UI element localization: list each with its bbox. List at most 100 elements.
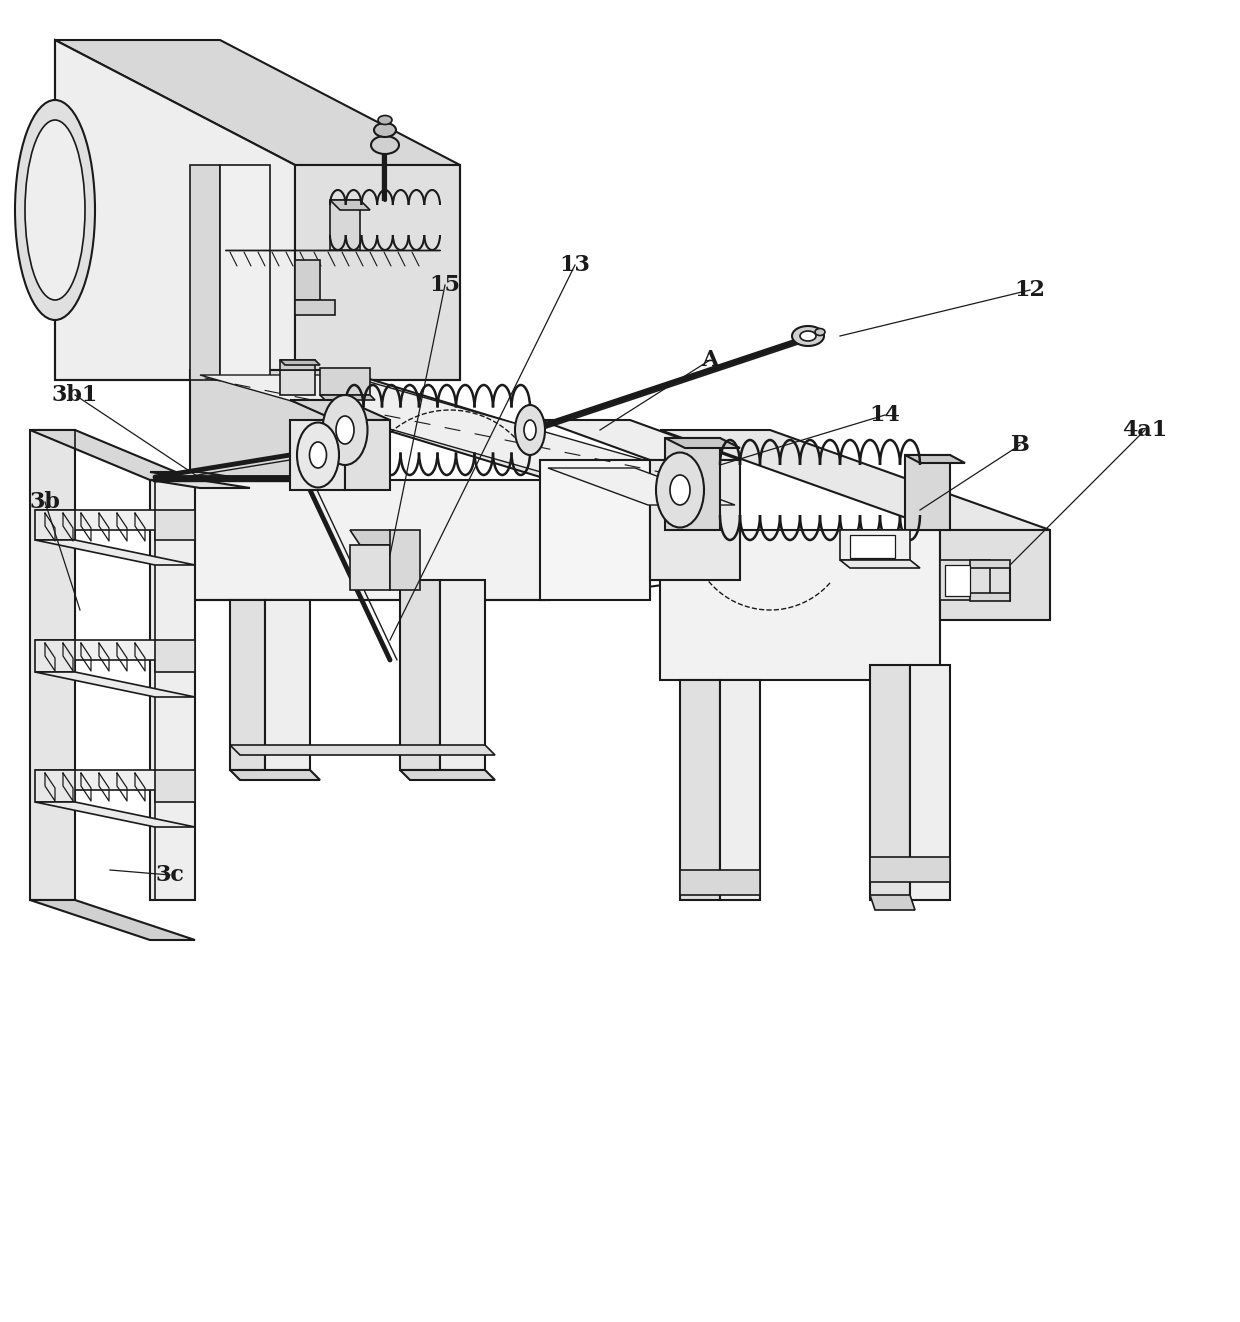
Polygon shape — [55, 40, 460, 165]
Polygon shape — [295, 260, 320, 300]
Polygon shape — [330, 200, 370, 210]
Text: A: A — [702, 349, 719, 371]
Polygon shape — [905, 455, 950, 530]
Polygon shape — [229, 746, 495, 755]
Polygon shape — [401, 769, 495, 780]
Polygon shape — [295, 300, 335, 315]
Polygon shape — [155, 769, 195, 802]
Polygon shape — [870, 895, 915, 910]
Polygon shape — [330, 200, 360, 250]
Polygon shape — [660, 430, 1050, 530]
Ellipse shape — [656, 452, 704, 527]
Text: 3b1: 3b1 — [52, 383, 98, 406]
Polygon shape — [219, 165, 270, 379]
Text: 4a1: 4a1 — [1122, 419, 1168, 442]
Polygon shape — [30, 430, 74, 900]
Polygon shape — [680, 870, 760, 895]
Ellipse shape — [800, 330, 816, 341]
Polygon shape — [650, 460, 740, 580]
Polygon shape — [35, 640, 74, 672]
Polygon shape — [35, 510, 195, 530]
Ellipse shape — [525, 420, 536, 440]
Polygon shape — [35, 802, 195, 828]
Polygon shape — [839, 530, 910, 561]
Ellipse shape — [298, 423, 339, 488]
Polygon shape — [155, 640, 195, 672]
Polygon shape — [295, 165, 460, 379]
Polygon shape — [35, 539, 195, 564]
Polygon shape — [150, 480, 250, 488]
Ellipse shape — [15, 100, 95, 320]
Polygon shape — [280, 370, 315, 395]
Polygon shape — [290, 401, 391, 420]
Polygon shape — [870, 665, 910, 900]
Polygon shape — [945, 564, 970, 596]
Polygon shape — [660, 530, 940, 680]
Ellipse shape — [374, 123, 396, 137]
Polygon shape — [320, 368, 370, 395]
Polygon shape — [905, 455, 965, 463]
Text: B: B — [1011, 434, 1029, 456]
Polygon shape — [870, 857, 950, 882]
Ellipse shape — [515, 405, 546, 455]
Text: 15: 15 — [429, 274, 460, 296]
Text: 14: 14 — [869, 405, 900, 426]
Polygon shape — [391, 530, 420, 590]
Polygon shape — [720, 680, 760, 900]
Ellipse shape — [25, 120, 86, 300]
Ellipse shape — [792, 327, 825, 346]
Polygon shape — [665, 438, 740, 448]
Polygon shape — [350, 530, 401, 545]
Text: 12: 12 — [1014, 279, 1045, 301]
Polygon shape — [970, 594, 1011, 602]
Polygon shape — [150, 480, 195, 900]
Polygon shape — [551, 480, 701, 580]
Polygon shape — [35, 672, 195, 697]
Polygon shape — [190, 165, 219, 379]
Polygon shape — [345, 420, 391, 490]
Text: 13: 13 — [559, 254, 590, 276]
Text: 3c: 3c — [155, 865, 185, 886]
Polygon shape — [320, 395, 374, 401]
Polygon shape — [229, 600, 265, 769]
Polygon shape — [155, 510, 195, 539]
Polygon shape — [910, 665, 950, 900]
Polygon shape — [35, 510, 74, 539]
Polygon shape — [280, 360, 320, 365]
Polygon shape — [200, 375, 701, 476]
Text: 3b: 3b — [30, 490, 61, 513]
Polygon shape — [190, 480, 551, 600]
Polygon shape — [280, 360, 315, 370]
Ellipse shape — [336, 416, 353, 444]
Polygon shape — [548, 468, 735, 505]
Ellipse shape — [378, 115, 392, 124]
Polygon shape — [30, 430, 195, 480]
Polygon shape — [35, 769, 195, 791]
Polygon shape — [940, 530, 1050, 620]
Polygon shape — [35, 640, 195, 660]
Polygon shape — [539, 460, 650, 600]
Polygon shape — [839, 561, 920, 568]
Polygon shape — [665, 438, 720, 530]
Polygon shape — [229, 769, 320, 780]
Polygon shape — [440, 580, 485, 769]
Polygon shape — [55, 40, 295, 379]
Ellipse shape — [815, 328, 825, 336]
Polygon shape — [849, 535, 895, 558]
Polygon shape — [290, 420, 345, 490]
Polygon shape — [940, 561, 990, 600]
Polygon shape — [539, 420, 740, 460]
Polygon shape — [680, 680, 720, 900]
Polygon shape — [190, 370, 340, 480]
Ellipse shape — [310, 442, 326, 468]
Ellipse shape — [670, 475, 689, 505]
Ellipse shape — [371, 136, 399, 153]
Polygon shape — [265, 600, 310, 769]
Polygon shape — [350, 545, 391, 590]
Polygon shape — [970, 561, 1011, 568]
Polygon shape — [35, 769, 74, 802]
Polygon shape — [401, 580, 440, 769]
Polygon shape — [190, 370, 701, 480]
Polygon shape — [150, 472, 250, 480]
Polygon shape — [30, 900, 195, 940]
